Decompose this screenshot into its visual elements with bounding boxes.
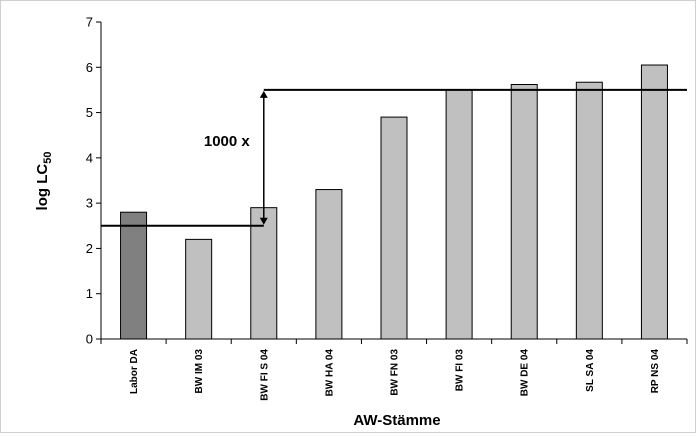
x-tick-label: BW FI 03 [455, 349, 466, 392]
y-tick-label: 6 [86, 60, 93, 75]
x-tick-label: BW FN 03 [390, 349, 401, 396]
annotation-label: 1000 x [204, 133, 251, 150]
bar [510, 83, 538, 340]
x-tick-label: BW IM 03 [194, 349, 205, 394]
y-axis-title-main: log LC [34, 164, 51, 211]
x-tick-label: RP NS 04 [650, 349, 661, 394]
bar [445, 89, 473, 340]
y-axis-title-subscript: 50 [42, 152, 54, 164]
bar [640, 64, 668, 340]
y-axis-title: log LC50 [34, 152, 54, 211]
axis-layer: 0 1 2 3 4 5 6 7 Labor DA BW IM 03 BW FI S 04 BW HA … [86, 15, 688, 401]
bar [315, 189, 343, 340]
y-tick-label: 3 [86, 196, 93, 211]
x-tick-label: BW HA 04 [324, 349, 335, 397]
x-tick-label: BW DE 04 [520, 349, 531, 397]
y-tick-label: 1 [86, 286, 93, 301]
overlay-layer: 1000 x [101, 88, 687, 227]
y-tick-label: 7 [86, 15, 93, 30]
y-tick-label: 0 [86, 332, 93, 347]
annotation-arrow-head-down [259, 217, 268, 225]
bars-layer [120, 64, 668, 340]
x-axis-title: AW-Stämme [353, 412, 440, 429]
y-tick-label: 2 [86, 241, 93, 256]
bar [575, 81, 603, 340]
bar [250, 207, 278, 340]
x-tick-label: BW FI S 04 [259, 349, 270, 401]
x-tick-label: Labor DA [129, 349, 140, 394]
y-tick-label: 4 [86, 150, 93, 165]
x-tick-label: SL SA 04 [585, 349, 596, 392]
annotation-arrow-head-up [259, 90, 268, 98]
bar [120, 211, 148, 340]
y-tick-label: 5 [86, 105, 93, 120]
bar [380, 116, 408, 340]
bar [185, 238, 213, 340]
